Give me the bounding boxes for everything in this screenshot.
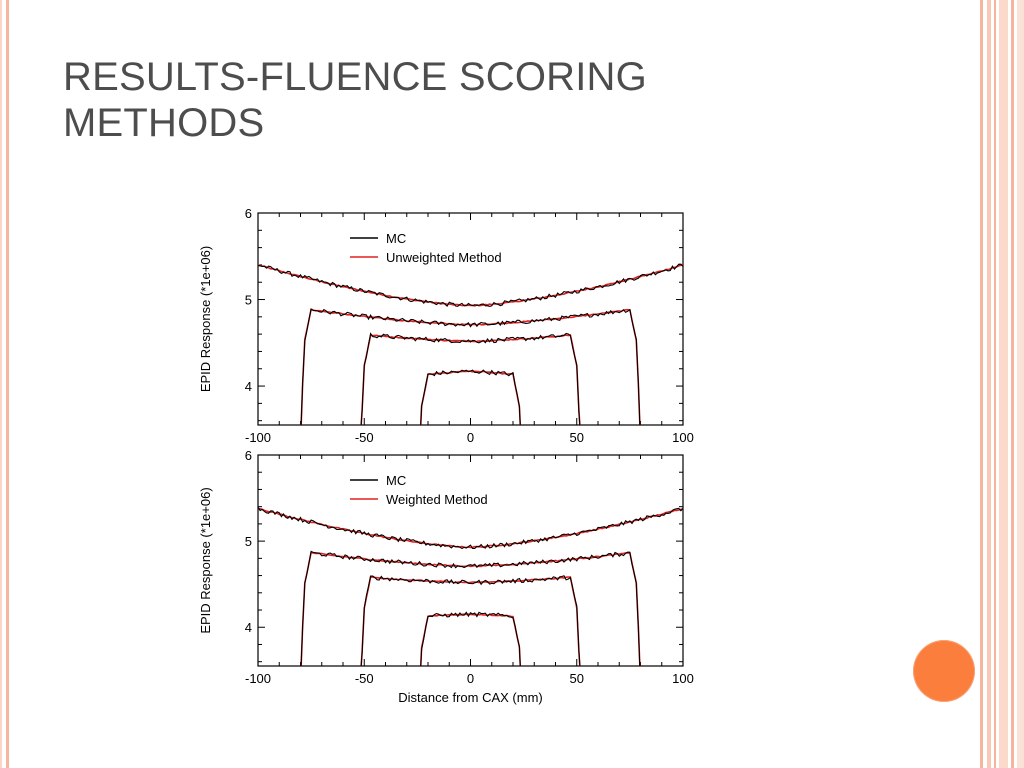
plot-frame bbox=[257, 454, 684, 667]
y-tick-label: 5 bbox=[245, 534, 252, 549]
mc-profile-line-4 bbox=[420, 369, 521, 425]
mc-profile-line-1 bbox=[258, 506, 683, 550]
right-stripe-2 bbox=[987, 0, 991, 768]
mc-profile-line-3 bbox=[360, 575, 581, 666]
plot-area bbox=[258, 263, 683, 425]
method-profile-line-3 bbox=[360, 334, 581, 425]
mc-profile-line-2 bbox=[300, 308, 641, 425]
plot-frame bbox=[257, 212, 684, 426]
legend-label: Unweighted Method bbox=[386, 250, 502, 265]
method-profile-line-1 bbox=[258, 507, 683, 549]
y-tick-label: 6 bbox=[245, 206, 252, 221]
chart-panel-2: -100 -50 0 50 100 4 5 6 EPID Response (*1e+06) Di… bbox=[198, 448, 694, 705]
x-tick-label: -50 bbox=[355, 430, 374, 445]
right-stripe-6 bbox=[1017, 0, 1024, 768]
method-profile-line-1 bbox=[258, 264, 683, 307]
right-stripe-4 bbox=[999, 0, 1008, 768]
x-tick-label: 100 bbox=[672, 671, 694, 686]
left-border bbox=[6, 0, 9, 768]
y-axis-label: EPID Response (*1e+06) bbox=[198, 487, 213, 633]
mc-profile-line-3 bbox=[360, 332, 581, 425]
x-tick-label: 100 bbox=[672, 430, 694, 445]
right-stripe-5 bbox=[1011, 0, 1014, 768]
chart-panel-1: -100 -50 0 50 100 4 5 6 EPID Response (*1e+06) MC… bbox=[198, 206, 694, 445]
y-tick-label: 6 bbox=[245, 448, 252, 463]
right-stripe-3 bbox=[994, 0, 996, 768]
x-tick-label: 50 bbox=[570, 430, 584, 445]
legend-label: Weighted Method bbox=[386, 492, 488, 507]
slide-title: RESULTS-FLUENCE SCORING METHODS bbox=[63, 55, 647, 145]
y-tick-label: 4 bbox=[245, 620, 252, 635]
method-profile-line-3 bbox=[360, 576, 581, 666]
x-axis-label: Distance from CAX (mm) bbox=[398, 690, 542, 705]
mc-profile-line-2 bbox=[300, 550, 641, 666]
plot-area bbox=[258, 506, 683, 666]
right-stripe-1 bbox=[980, 0, 983, 768]
legend-label: MC bbox=[386, 231, 406, 246]
orange-circle bbox=[913, 640, 975, 702]
y-tick-label: 5 bbox=[245, 293, 252, 308]
y-tick-label: 4 bbox=[245, 379, 252, 394]
x-tick-label: -50 bbox=[355, 671, 374, 686]
x-tick-label: -100 bbox=[245, 430, 271, 445]
mc-profile-line-1 bbox=[258, 263, 683, 307]
mc-profile-line-4 bbox=[420, 611, 521, 666]
left-border-outer bbox=[0, 0, 2, 768]
x-tick-label: 0 bbox=[467, 430, 474, 445]
x-tick-label: 50 bbox=[570, 671, 584, 686]
x-tick-label: 0 bbox=[467, 671, 474, 686]
legend-label: MC bbox=[386, 473, 406, 488]
x-tick-label: -100 bbox=[245, 671, 271, 686]
y-axis-label: EPID Response (*1e+06) bbox=[198, 246, 213, 392]
